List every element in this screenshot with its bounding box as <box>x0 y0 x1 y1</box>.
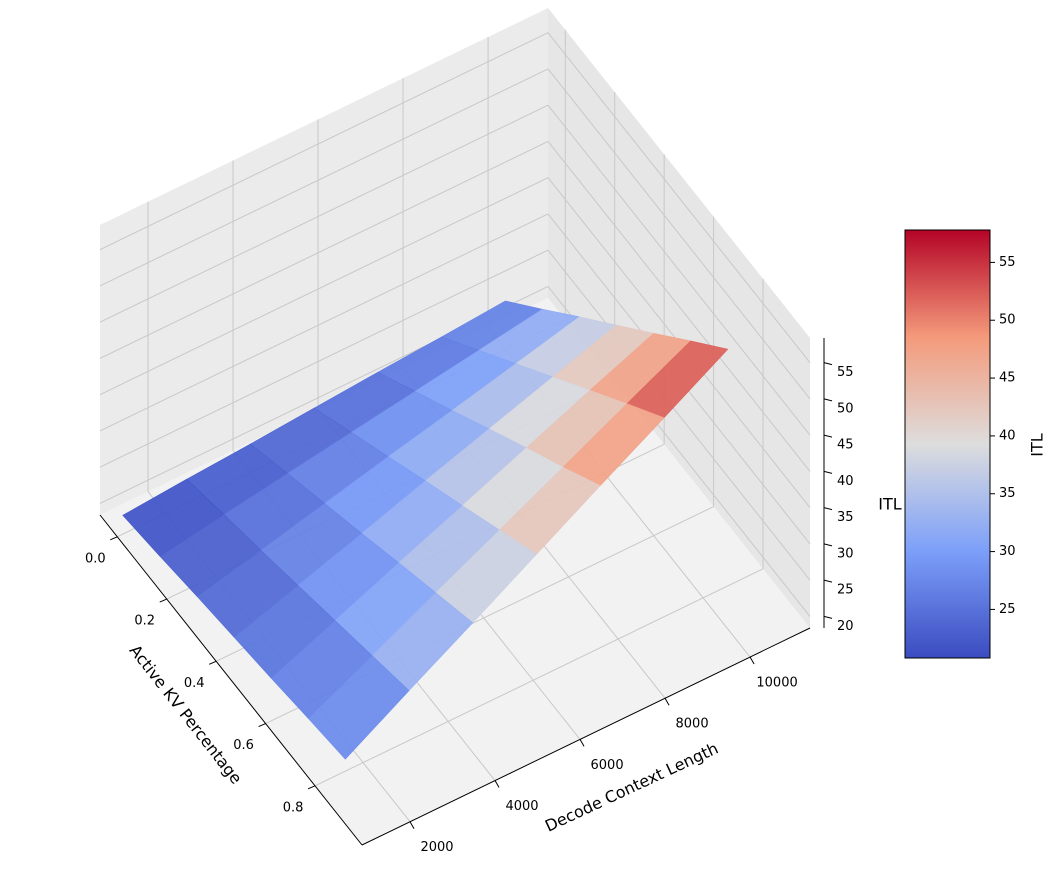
z-tick <box>823 398 833 402</box>
x-tick-label: 0.4 <box>184 676 205 691</box>
grid-line <box>547 104 811 436</box>
y-tick <box>664 697 670 706</box>
z-tick-label: 30 <box>837 546 854 561</box>
x-tick-label: 0.2 <box>134 614 155 629</box>
y-tick-label: 10000 <box>756 676 797 691</box>
y-tick-label: 2000 <box>420 840 453 855</box>
x-tick-label: 0.0 <box>85 551 106 566</box>
z-axis-label: ITL <box>878 495 901 514</box>
axes: 0.0 0.2 0.4 0.6 0.8 2000 4000 6000 8000 10000 20 25… <box>85 338 854 855</box>
colorbar-tick-label: 45 <box>999 371 1016 386</box>
z-tick-label: 35 <box>837 510 854 525</box>
x-tick-label: 0.6 <box>233 738 254 753</box>
y-axis-label: Decode Context Length <box>542 739 721 836</box>
x-tick <box>307 785 316 790</box>
z-tick <box>823 362 833 366</box>
grid-line <box>547 32 811 363</box>
z-tick <box>823 507 833 511</box>
y-tick <box>749 656 755 665</box>
x-tick <box>258 723 266 728</box>
surface <box>122 300 729 760</box>
grid-line <box>547 249 811 581</box>
colorbar-tick-label: 50 <box>999 313 1016 328</box>
grid-line <box>314 568 764 787</box>
colorbar-label: ITL <box>1028 433 1047 456</box>
y-tick-label: 8000 <box>676 717 709 732</box>
left-pane <box>100 8 548 515</box>
y-axis-line <box>361 627 811 846</box>
z-tick-label: 20 <box>837 619 854 634</box>
colorbar-tick-label: 30 <box>999 544 1016 559</box>
z-tick <box>823 615 833 619</box>
x-tick <box>159 598 167 603</box>
grid-line <box>99 68 549 287</box>
x-axis-line <box>99 514 363 846</box>
colorbar <box>904 229 991 659</box>
grid-line <box>99 104 549 323</box>
colorbar-tick-label: 40 <box>999 428 1016 443</box>
colorbar-tick-label: 55 <box>999 255 1016 270</box>
z-tick-label: 25 <box>837 583 854 598</box>
x-tick <box>110 536 118 541</box>
z-tick <box>823 434 833 438</box>
y-tick-label: 4000 <box>505 799 538 814</box>
y-tick <box>494 780 500 788</box>
grid-line <box>99 213 549 432</box>
grid-line <box>547 141 811 472</box>
grid-line <box>99 177 549 396</box>
grid-line <box>99 32 549 251</box>
z-tick <box>823 579 833 583</box>
colorbar-tick-label: 35 <box>999 486 1016 501</box>
grid-line <box>99 249 549 468</box>
x-tick-label: 0.8 <box>283 800 304 815</box>
grid-line <box>99 140 549 359</box>
y-tick <box>409 821 415 829</box>
surface-patch <box>307 655 410 760</box>
y-tick-label: 6000 <box>591 758 624 773</box>
back-pane <box>548 8 810 628</box>
z-tick-label: 55 <box>837 365 854 380</box>
z-tick <box>823 543 833 547</box>
y-tick <box>579 739 585 747</box>
x-tick <box>208 660 217 665</box>
z-tick <box>823 470 833 474</box>
z-tick-label: 40 <box>837 474 854 489</box>
z-tick-label: 45 <box>837 438 854 453</box>
z-tick-label: 50 <box>837 401 854 416</box>
grid-line <box>547 68 811 400</box>
colorbar-tick-label: 25 <box>999 602 1016 617</box>
